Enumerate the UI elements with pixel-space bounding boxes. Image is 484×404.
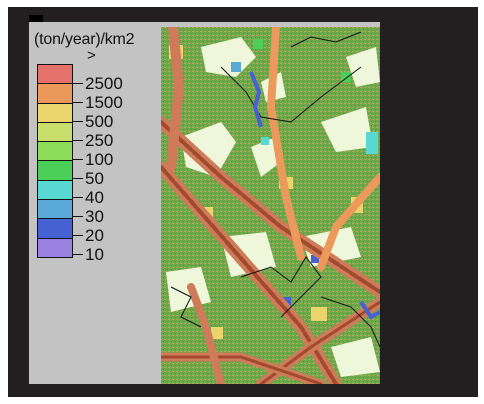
legend-top-marker: > <box>87 47 96 64</box>
legend-tick <box>73 83 83 84</box>
legend-label: 50 <box>85 169 104 188</box>
legend-tick <box>73 121 83 122</box>
legend-swatch-10 <box>37 238 73 258</box>
legend-tick <box>73 216 83 217</box>
legend-tick <box>73 140 83 141</box>
legend-swatch-1500 <box>37 84 73 104</box>
legend-tick <box>73 159 83 160</box>
legend-label: 1500 <box>85 93 123 112</box>
water-features <box>249 71 380 320</box>
legend-tick <box>73 178 83 179</box>
major-roads <box>161 27 380 384</box>
legend-title: (ton/year)/km2 <box>34 31 135 48</box>
legend-label: 10 <box>85 245 104 264</box>
emission-map <box>161 27 380 384</box>
legend-label: 250 <box>85 131 114 150</box>
boundaries <box>170 31 380 348</box>
map-panel: (ton/year)/km2 > 2500 1500 500 250 100 5… <box>29 22 380 384</box>
legend-swatch-500 <box>37 103 73 123</box>
legend-tick <box>73 254 83 255</box>
legend-swatch-100 <box>37 142 73 162</box>
legend-label: 500 <box>85 112 114 131</box>
legend-swatches <box>37 64 73 258</box>
legend-swatch-40 <box>37 180 73 201</box>
legend-tick <box>73 197 83 198</box>
legend-swatch-2500 <box>37 64 73 85</box>
legend-label: 40 <box>85 188 104 207</box>
legend-swatch-20 <box>37 219 73 239</box>
emission-map-svg <box>161 27 380 384</box>
corner-mark <box>29 15 43 22</box>
legend-swatch-30 <box>37 200 73 220</box>
legend-label: 30 <box>85 207 104 226</box>
legend-label: 20 <box>85 226 104 245</box>
legend-swatch-250 <box>37 122 73 143</box>
legend-tick <box>73 102 83 103</box>
legend-label: 100 <box>85 150 114 169</box>
legend-label: 2500 <box>85 74 123 93</box>
legend-tick <box>73 235 83 236</box>
legend-swatch-50 <box>37 161 73 181</box>
